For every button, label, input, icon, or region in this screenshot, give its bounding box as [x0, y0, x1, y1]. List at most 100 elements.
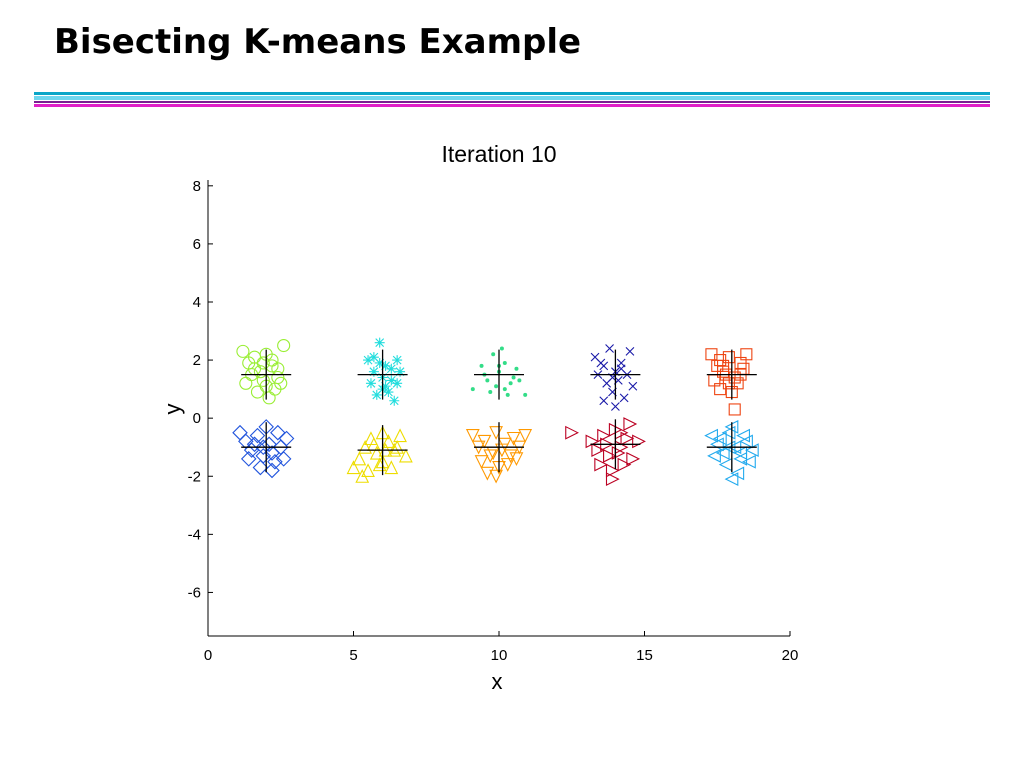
diamond-point [249, 427, 266, 444]
triangle-right-point [591, 443, 606, 458]
x-point [599, 396, 609, 406]
triangle-right-point [617, 457, 632, 472]
x-point [619, 393, 629, 403]
triangle-left-point [718, 457, 733, 472]
triangle-down-point [477, 434, 492, 449]
triangle-down-point [480, 466, 495, 481]
y-tick-label: 8 [193, 178, 201, 195]
triangle-up-point [369, 445, 384, 460]
asterisk-point [374, 337, 385, 348]
triangle-down-point [503, 449, 518, 464]
diamond-point [232, 424, 248, 441]
asterisk-point [395, 366, 406, 377]
triangle-left-point [707, 449, 721, 463]
title-rule-magenta [34, 104, 990, 107]
triangle-down-point [518, 429, 533, 443]
triangle-right-point [594, 457, 609, 472]
triangle-up-point [398, 448, 413, 463]
triangle-left-point [742, 454, 756, 469]
dot-point [505, 392, 510, 397]
triangle-left-point [724, 472, 739, 487]
y-tick-label: 0 [193, 410, 201, 427]
x-tick-label: 10 [491, 647, 508, 664]
triangle-right-point [611, 446, 626, 460]
square-point [717, 359, 730, 372]
square-point [740, 348, 753, 361]
diamond-point [278, 430, 295, 447]
triangle-down-point [474, 455, 489, 469]
y-tick-label: 6 [193, 236, 201, 253]
triangle-up-point [358, 439, 373, 454]
asterisk-point [368, 366, 379, 377]
diamond-point [275, 451, 292, 467]
triangle-left-point [739, 434, 753, 449]
slide-title: Bisecting K-means Example [54, 22, 582, 62]
dot-point [511, 375, 516, 380]
asterisk-point [389, 395, 400, 406]
x-point [625, 346, 635, 356]
asterisk-point [371, 389, 382, 400]
triangle-right-point [623, 417, 638, 431]
x-point [605, 344, 614, 353]
triangle-left-point [733, 446, 748, 460]
y-tick-label: 2 [193, 352, 201, 369]
asterisk-point [392, 355, 403, 366]
triangle-down-point [465, 429, 480, 443]
asterisk-point [368, 352, 379, 363]
y-tick-label: -2 [188, 468, 201, 485]
dot-point [488, 390, 493, 395]
circle-point [250, 385, 265, 399]
asterisk-point [386, 375, 397, 386]
title-rule-teal [34, 92, 990, 95]
diamond-point [246, 436, 263, 453]
diamond-point [240, 451, 257, 467]
triangle-right-point [605, 472, 620, 487]
asterisk-point [363, 355, 374, 366]
triangle-up-point [381, 434, 396, 448]
diamond-point [270, 424, 286, 441]
asterisk-point [392, 378, 403, 389]
triangle-up-point [390, 439, 405, 454]
y-tick-label: 4 [193, 294, 201, 311]
x-tick-label: 0 [204, 647, 212, 664]
y-tick-label: -4 [188, 526, 201, 543]
y-axis-label: y [160, 404, 185, 415]
dot-point [485, 378, 490, 383]
dot-point [517, 378, 522, 383]
square-point [728, 403, 741, 416]
dot-point [508, 381, 513, 386]
asterisk-point [383, 387, 394, 398]
dot-point [491, 352, 496, 357]
y-tick-label: -6 [188, 584, 201, 601]
diamond-point [267, 453, 283, 470]
chart-title: Iteration 10 [441, 141, 556, 167]
x-point [628, 381, 638, 391]
triangle-up-point [346, 460, 361, 475]
x-point [611, 402, 620, 411]
dot-point [523, 392, 528, 397]
x-axis-label: x [492, 669, 503, 694]
circle-point [239, 376, 253, 390]
dot-point [502, 360, 507, 365]
x-point [596, 358, 606, 368]
x-tick-label: 20 [782, 647, 799, 664]
diamond-point [252, 459, 269, 476]
triangle-down-point [489, 426, 503, 440]
triangle-up-point [364, 431, 378, 446]
triangle-right-point [565, 425, 579, 440]
axes: 0 5 10 15 20 -6 -4 -2 0 2 4 6 8 [188, 178, 799, 664]
triangle-left-point [721, 425, 736, 440]
circle-point [274, 376, 288, 390]
dot-point [479, 363, 484, 368]
data-marks [232, 337, 759, 487]
circle-point [262, 391, 276, 405]
triangle-down-point [509, 452, 524, 467]
triangle-right-point [632, 434, 646, 449]
triangle-left-point [712, 431, 727, 446]
diamond-point [255, 439, 272, 455]
diamond-point [264, 462, 280, 479]
triangle-down-point [497, 437, 512, 452]
x-point [616, 364, 626, 374]
centroid-crosses [241, 349, 757, 476]
